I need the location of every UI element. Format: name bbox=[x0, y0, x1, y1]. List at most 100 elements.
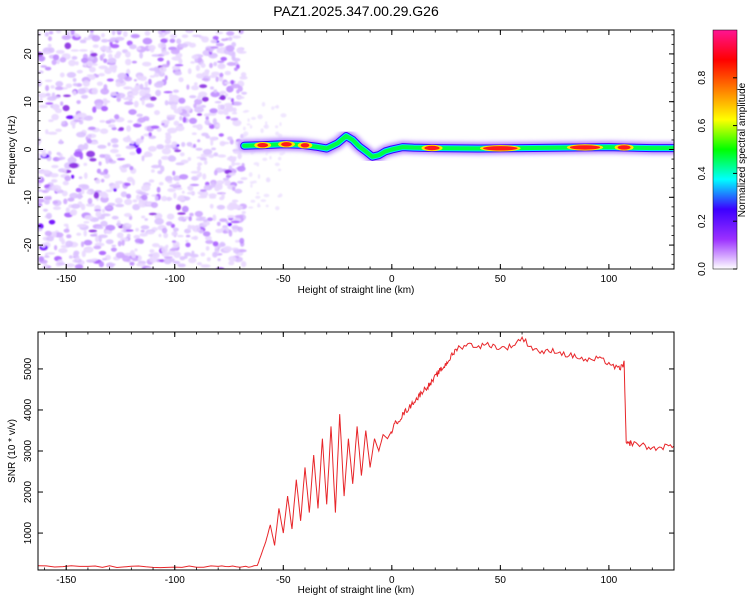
noise-blob bbox=[160, 38, 168, 44]
noise-blob bbox=[90, 234, 98, 237]
snr-ytick-label: 5000 bbox=[23, 357, 34, 380]
noise-blob bbox=[161, 51, 170, 56]
noise-blob bbox=[113, 188, 117, 192]
noise-blob bbox=[150, 202, 158, 208]
noise-blob bbox=[233, 101, 242, 106]
noise-blob bbox=[213, 152, 219, 157]
noise-blob bbox=[197, 95, 202, 100]
noise-blob bbox=[167, 127, 178, 134]
noise-blob bbox=[131, 179, 136, 186]
noise-blob bbox=[192, 225, 196, 232]
noise-blob bbox=[71, 56, 78, 60]
noise-blob-faint bbox=[248, 172, 253, 178]
noise-blob bbox=[91, 63, 98, 66]
noise-blob bbox=[169, 248, 180, 251]
colorbar: 0.0 0.2 0.4 0.6 0.8 Normalized spectral ampl… bbox=[697, 29, 748, 276]
noise-blob bbox=[41, 151, 47, 158]
noise-blob bbox=[231, 161, 236, 167]
noise-blob bbox=[98, 65, 108, 70]
noise-blob bbox=[99, 171, 106, 176]
noise-blob bbox=[92, 44, 99, 48]
noise-blob bbox=[88, 134, 92, 137]
colorbar-bar bbox=[712, 29, 738, 270]
noise-blob bbox=[80, 203, 86, 211]
noise-blob bbox=[44, 66, 52, 71]
noise-blob bbox=[197, 191, 204, 195]
noise-blob bbox=[216, 183, 222, 187]
noise-blob bbox=[108, 124, 116, 128]
noise-blob bbox=[105, 157, 110, 164]
noise-blob bbox=[93, 191, 100, 199]
noise-blob bbox=[195, 218, 205, 221]
noise-blob-faint bbox=[275, 104, 279, 109]
noise-blob bbox=[170, 103, 177, 111]
noise-blob bbox=[207, 217, 213, 222]
noise-blob bbox=[151, 164, 160, 169]
noise-blob bbox=[59, 72, 65, 78]
noise-blob bbox=[52, 54, 60, 61]
noise-blob bbox=[51, 184, 62, 192]
noise-blob bbox=[107, 142, 111, 147]
noise-blob bbox=[212, 241, 219, 247]
noise-blob bbox=[163, 232, 169, 239]
noise-blob bbox=[116, 232, 124, 239]
noise-blob bbox=[145, 103, 154, 108]
noise-blob bbox=[72, 83, 78, 87]
noise-blob bbox=[60, 101, 64, 106]
noise-blob bbox=[149, 75, 155, 78]
noise-blob bbox=[231, 112, 238, 115]
noise-blob bbox=[206, 257, 211, 262]
snr-frame bbox=[37, 331, 675, 571]
noise-blob bbox=[135, 139, 141, 146]
noise-blob bbox=[205, 48, 210, 51]
noise-blob bbox=[168, 155, 177, 162]
noise-blob bbox=[70, 49, 80, 52]
noise-blob bbox=[53, 206, 61, 210]
noise-blob bbox=[105, 50, 113, 53]
noise-blob bbox=[177, 234, 184, 238]
noise-blob bbox=[130, 140, 135, 145]
noise-blob bbox=[214, 169, 218, 176]
noise-blob bbox=[45, 85, 50, 92]
noise-blob bbox=[200, 157, 207, 161]
noise-blob bbox=[110, 44, 120, 49]
noise-blob bbox=[228, 36, 233, 41]
noise-blob bbox=[71, 174, 75, 179]
noise-blob bbox=[65, 83, 73, 89]
noise-blob bbox=[115, 81, 122, 88]
noise-blob bbox=[65, 263, 75, 268]
colorbar-tick-label: 0.6 bbox=[697, 118, 708, 132]
noise-blob bbox=[50, 85, 55, 89]
spectrogram-ytick-label: -10 bbox=[23, 190, 34, 205]
noise-blob bbox=[76, 100, 81, 105]
noise-blob bbox=[49, 173, 59, 178]
noise-blob-faint bbox=[271, 106, 275, 110]
noise-blob bbox=[98, 73, 105, 77]
noise-blob bbox=[218, 133, 224, 137]
noise-blob bbox=[104, 206, 113, 210]
noise-blob bbox=[194, 98, 203, 105]
noise-blob bbox=[172, 241, 180, 249]
noise-blob bbox=[55, 86, 64, 91]
noise-blob bbox=[139, 89, 146, 97]
noise-blob bbox=[100, 220, 108, 227]
noise-blob bbox=[209, 108, 218, 114]
noise-blob bbox=[179, 174, 189, 180]
noise-blob bbox=[126, 125, 131, 132]
noise-blob bbox=[80, 241, 85, 248]
noise-blob bbox=[200, 63, 206, 68]
noise-blob bbox=[43, 208, 48, 212]
noise-blob bbox=[180, 159, 189, 164]
noise-blob bbox=[178, 77, 184, 83]
noise-blob bbox=[116, 30, 123, 33]
noise-blob bbox=[49, 31, 54, 35]
noise-blob bbox=[83, 246, 94, 253]
noise-blob bbox=[222, 230, 228, 234]
noise-blob bbox=[217, 154, 227, 158]
noise-blob bbox=[161, 246, 168, 254]
noise-blob bbox=[41, 242, 46, 248]
noise-blob bbox=[101, 213, 111, 217]
noise-blob bbox=[177, 196, 186, 202]
noise-blob bbox=[146, 230, 155, 235]
noise-blob bbox=[170, 223, 175, 228]
